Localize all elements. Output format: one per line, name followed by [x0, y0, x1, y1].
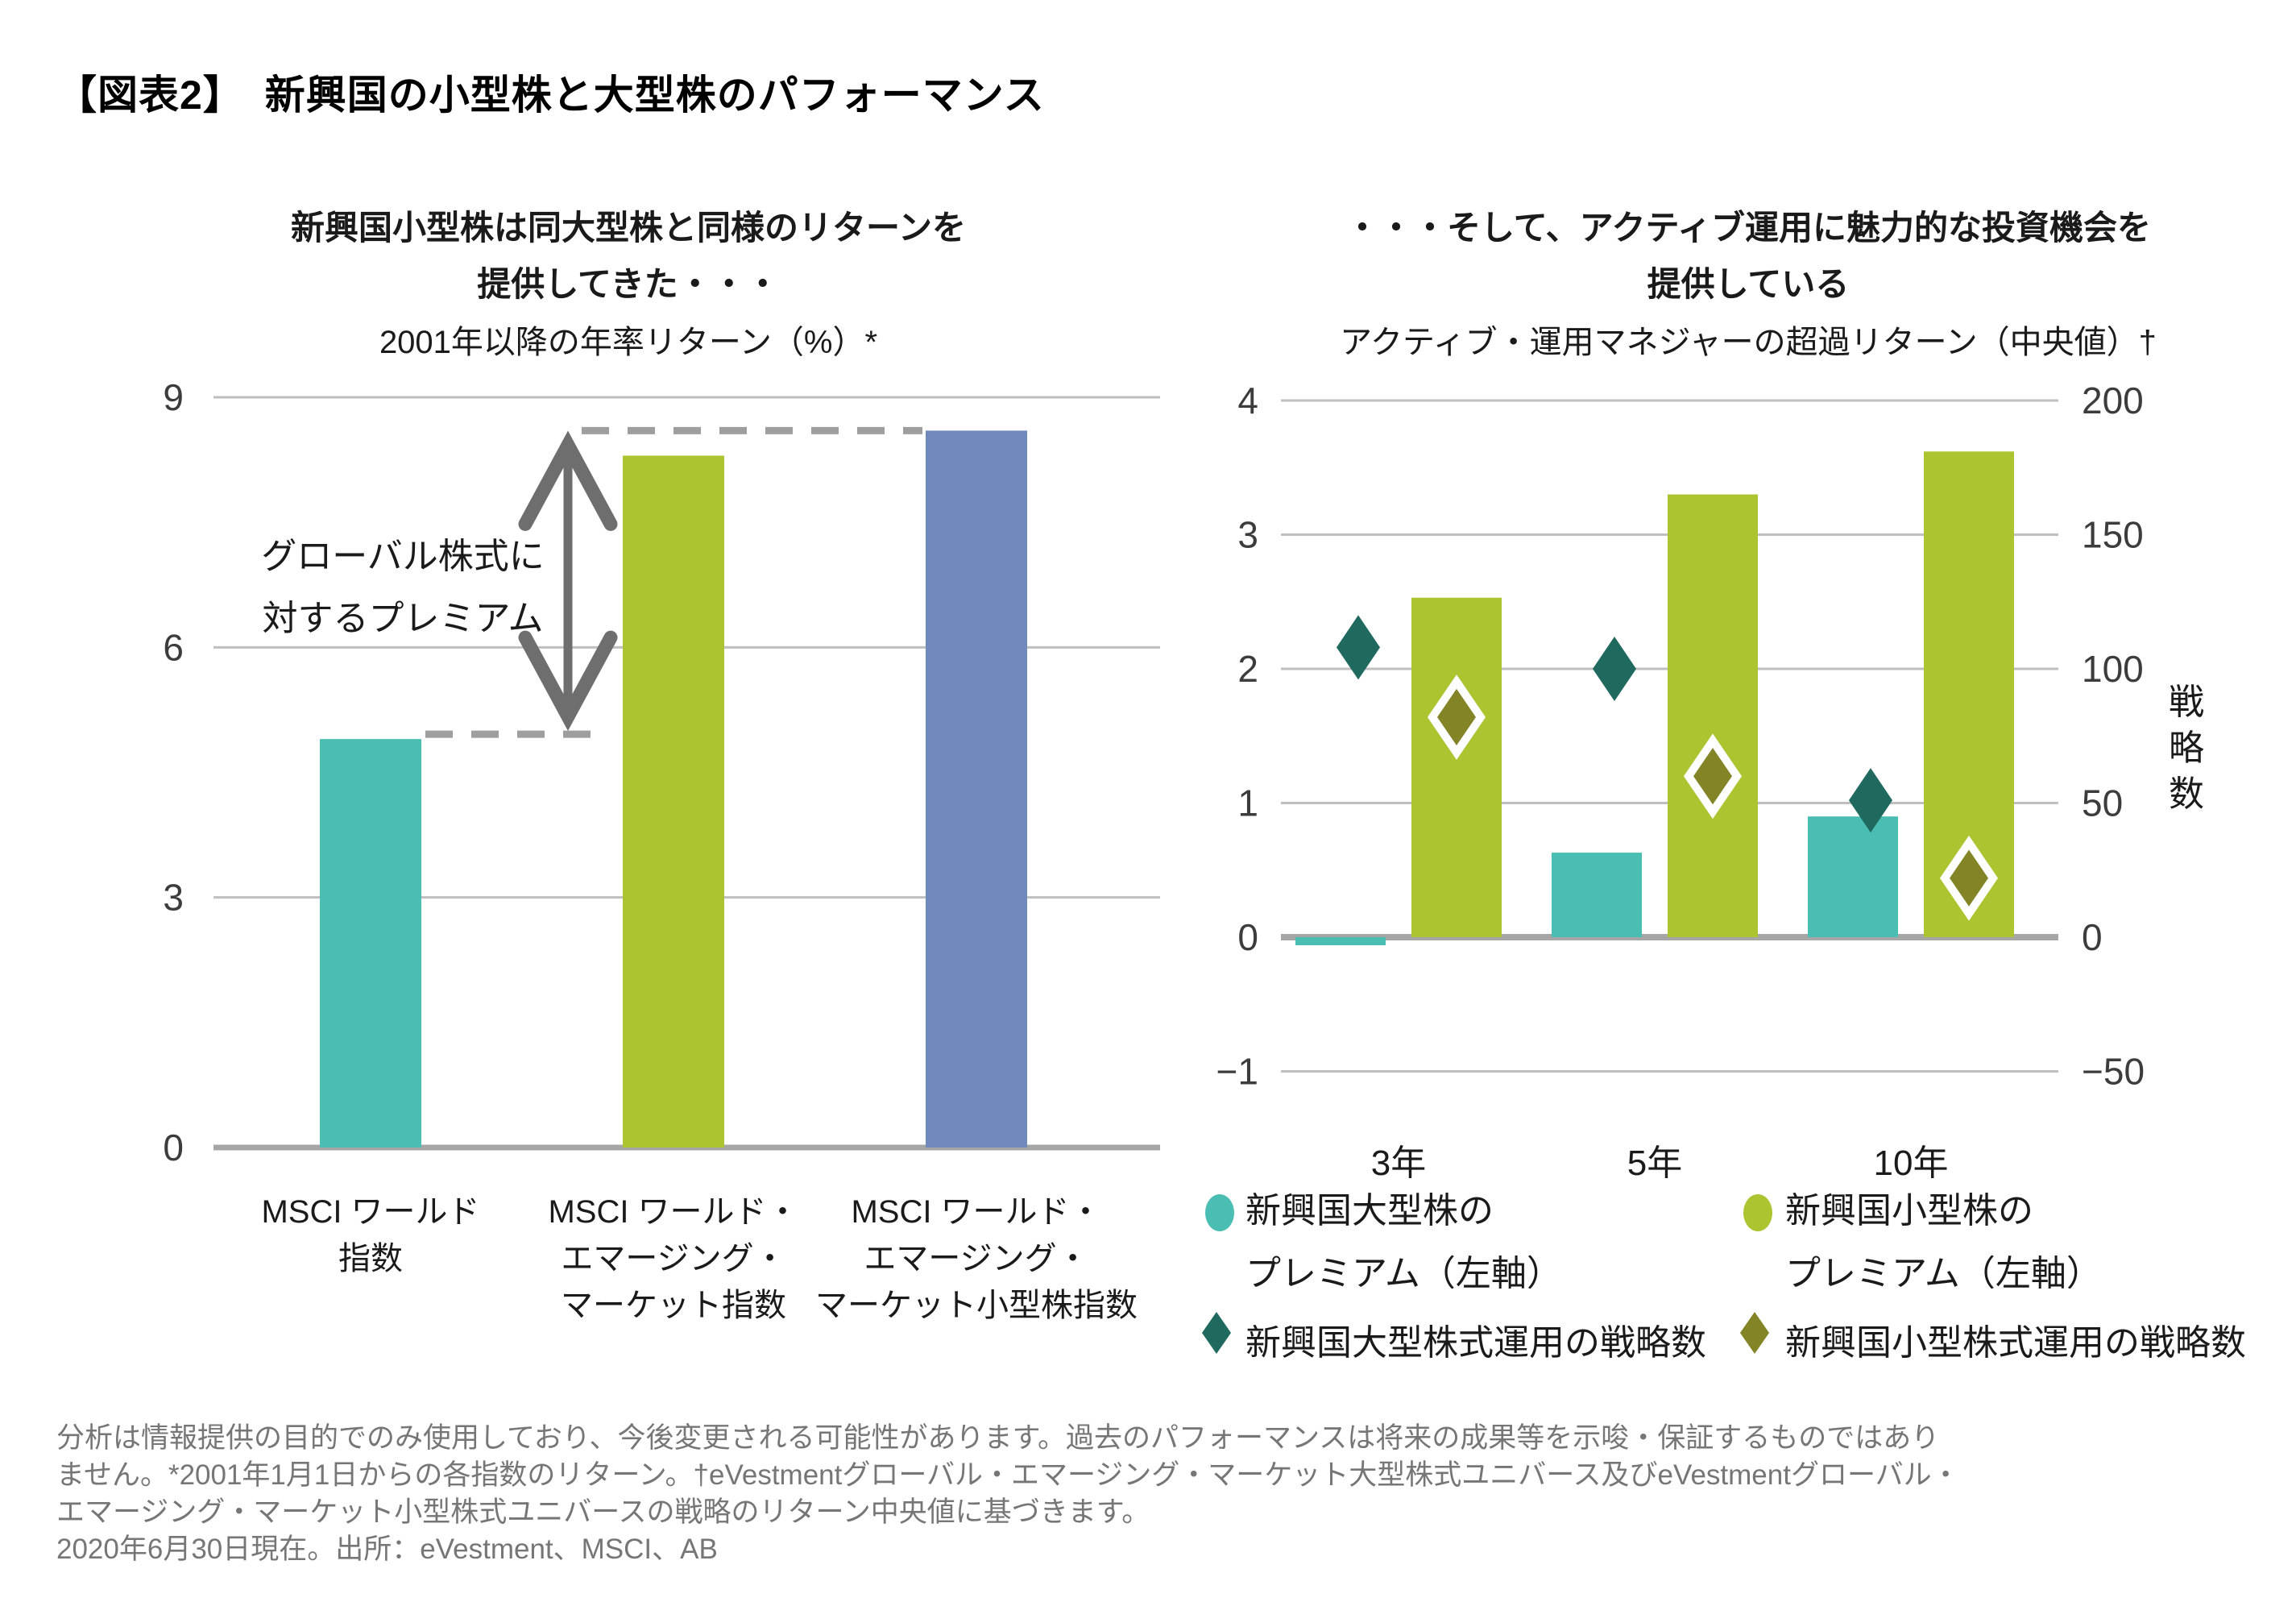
left-y-axis-tick: −1	[1216, 1051, 1258, 1093]
right-chart-title: ・・・そして、アクティブ運用に魅力的な投資機会を 提供している	[1200, 200, 2296, 313]
footnote: 分析は情報提供の目的でのみ使用しており、今後変更される可能性があります。過去のパ…	[56, 1420, 2264, 1568]
legend-marker-circle-small-cap	[1743, 1194, 1772, 1231]
large-cap-strategies-diamond-3	[1849, 768, 1892, 833]
x-category-label: MSCI ワールド・	[851, 1194, 1101, 1230]
small-cap-strategies-diamond-1	[1427, 674, 1486, 760]
large-cap-strategies-diamond-2	[1593, 637, 1636, 701]
x-category-label: マーケット指数	[561, 1288, 786, 1323]
small-cap-premium-bar-1	[1411, 597, 1502, 937]
large-cap-premium-bar-3	[1808, 816, 1898, 937]
small-cap-strategies-diamond-2	[1683, 733, 1743, 820]
legend-item-small-cap-premium: 新興国小型株の プレミアム（左軸）	[1785, 1180, 2102, 1305]
left-y-axis-tick: 2	[1237, 648, 1258, 690]
right-y-axis-tick: 100	[2082, 648, 2144, 690]
footnote-line: ません。*2001年1月1日からの各指数のリターン。†eVestmentグローバ…	[56, 1459, 1960, 1491]
premium-annotation-line2: 対するプレミアム	[262, 599, 544, 638]
x-category-label: 3年	[1371, 1143, 1426, 1183]
left-chart-title-line2: 提供してきた・・・	[477, 265, 780, 303]
premium-arrow-head-up	[518, 430, 618, 531]
legend-item-large-cap-premium: 新興国大型株の プレミアム（左軸）	[1245, 1180, 1562, 1305]
legend-marker-diamond-large-cap	[1202, 1312, 1231, 1354]
x-category-label: MSCI ワールド・	[548, 1194, 798, 1230]
right-y-axis-tick: −50	[2082, 1051, 2145, 1093]
x-category-label: 5年	[1627, 1143, 1682, 1183]
legend-marker-diamond-small-cap	[1740, 1312, 1769, 1354]
x-category-label: エマージング・	[864, 1241, 1088, 1276]
x-category-label: エマージング・	[561, 1241, 785, 1276]
footnote-line: 分析は情報提供の目的でのみ使用しており、今後変更される可能性があります。過去のパ…	[56, 1422, 1940, 1454]
right-chart-title-line2: 提供している	[1647, 265, 1850, 303]
left-chart-title: 新興国小型株は同大型株と同様のリターンを 提供してきた・・・	[97, 200, 1160, 313]
premium-annotation-line1: グローバル株式に	[261, 537, 545, 576]
premium-annotation: グローバル株式に 対するプレミアム	[234, 525, 572, 650]
footnote-line: 2020年6月30日現在。出所：eVestment、MSCI、AB	[56, 1534, 718, 1565]
large-cap-strategies-diamond-1	[1337, 615, 1380, 680]
footnote-line: エマージング・マーケット小型株式ユニバースの戦略のリターン中央値に基づきます。	[56, 1496, 1150, 1528]
right-y-axis-tick: 50	[2082, 782, 2123, 824]
x-category-label: マーケット小型株指数	[815, 1288, 1138, 1323]
y-axis-tick: 9	[163, 376, 184, 418]
legend-label: プレミアム（左軸）	[1785, 1254, 2102, 1293]
small-cap-strategies-diamond-3	[1939, 835, 1999, 921]
left-y-axis-tick: 4	[1237, 380, 1258, 421]
bar-3	[926, 430, 1027, 1148]
premium-arrow-head-down	[518, 630, 618, 731]
right-axis-label: 戦略数	[2169, 683, 2204, 814]
large-cap-premium-bar-1	[1295, 937, 1386, 945]
legend-item-small-cap-strategies: 新興国小型株式運用の戦略数	[1785, 1323, 2246, 1363]
right-y-axis-tick: 150	[2082, 514, 2144, 556]
right-chart-subtitle: アクティブ・運用マネジャーの超過リターン（中央値）†	[1340, 325, 2157, 360]
left-chart-subtitle: 2001年以降の年率リターン（%）*	[379, 325, 878, 360]
y-axis-tick: 0	[163, 1127, 184, 1168]
right-y-axis-tick: 0	[2082, 916, 2103, 958]
x-category-label: 10年	[1874, 1143, 1949, 1183]
x-category-label: MSCI ワールド	[261, 1194, 479, 1230]
legend-marker-circle-large-cap	[1205, 1194, 1234, 1231]
left-y-axis-tick: 1	[1237, 782, 1258, 824]
legend-label: プレミアム（左軸）	[1245, 1254, 1562, 1293]
y-axis-tick: 6	[163, 626, 184, 668]
small-cap-premium-bar-2	[1668, 494, 1758, 937]
bar-1	[320, 739, 421, 1148]
right-y-axis-tick: 200	[2082, 380, 2144, 421]
page-title: 【図表2】 新興国の小型株と大型株のパフォーマンス	[56, 73, 1045, 118]
legend-label: 新興国大型株の	[1245, 1191, 1494, 1231]
legend: 新興国大型株の プレミアム（左軸） 新興国小型株の プレミアム（左軸） 新興国大…	[1200, 1185, 2296, 1394]
right-chart-title-line1: ・・・そして、アクティブ運用に魅力的な投資機会を	[1345, 209, 2152, 247]
left-chart-title-line1: 新興国小型株は同大型株と同様のリターンを	[291, 209, 966, 247]
left-y-axis-tick: 3	[1237, 514, 1258, 556]
left-y-axis-tick: 0	[1237, 916, 1258, 958]
bar-2	[623, 455, 724, 1148]
y-axis-tick: 3	[163, 877, 184, 919]
legend-item-large-cap-strategies: 新興国大型株式運用の戦略数	[1245, 1323, 1706, 1363]
x-category-label: 指数	[338, 1241, 403, 1276]
legend-label: 新興国小型株の	[1785, 1191, 2033, 1231]
large-cap-premium-bar-2	[1552, 853, 1642, 937]
